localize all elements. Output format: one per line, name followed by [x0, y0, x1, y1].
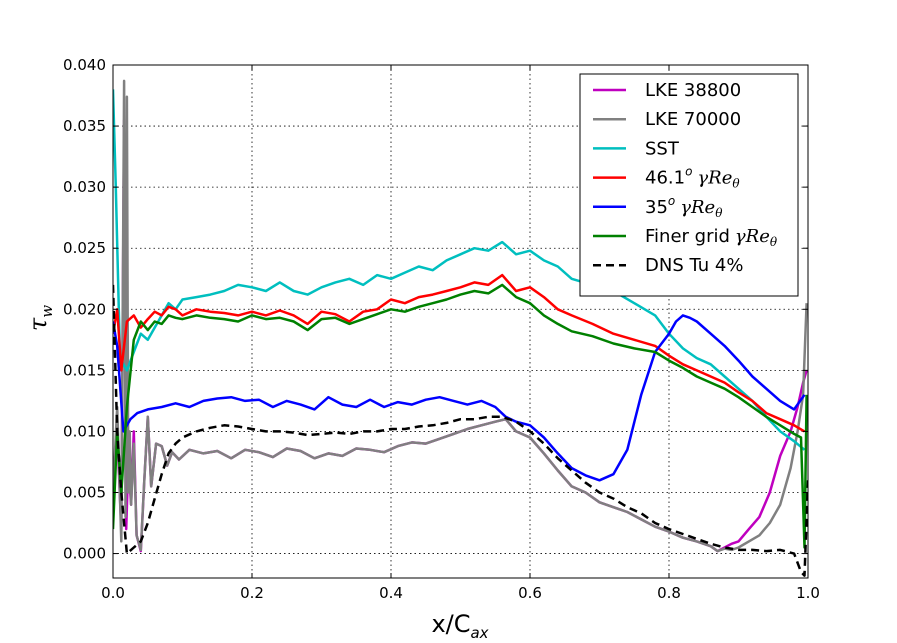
x-axis-label: x/Cax [431, 610, 488, 642]
x-tick-label: 0.4 [379, 584, 403, 602]
y-tick-label: 0.000 [63, 545, 106, 563]
legend-label-5: 35o γReθ [645, 194, 723, 220]
legend-box [579, 73, 799, 297]
y-axis-label-subscript: w [38, 305, 56, 318]
y-tick-label: 0.005 [63, 484, 106, 502]
legend-label-7: DNS Tu 4% [645, 255, 743, 276]
grid [113, 64, 808, 578]
legend-label-1: LKE 38800 [645, 80, 741, 101]
legend-label-6: Finer grid γReθ [645, 226, 778, 249]
series-group [113, 79, 808, 577]
legend-label-2: LKE 70000 [645, 109, 741, 130]
y-tick-label: 0.020 [63, 300, 106, 318]
x-tick-label: 0.0 [101, 584, 125, 602]
series-line-2 [113, 79, 808, 553]
series-line-5 [113, 314, 806, 482]
x-tick-label: 1.0 [796, 584, 820, 602]
series-line-7 [113, 284, 808, 577]
x-tick-label: 0.2 [240, 584, 264, 602]
series-line-6 [113, 283, 808, 549]
series-line-4 [113, 273, 806, 433]
y-tick-label: 0.040 [63, 56, 106, 74]
y-tick-label: 0.010 [63, 422, 106, 440]
y-tick-label: 0.035 [63, 117, 106, 135]
ticks: 0.0 0.2 0.4 0.6 0.8 1.0 0.000 0.005 0.010 0.015 0.… [63, 56, 820, 602]
x-tick-label: 0.8 [657, 584, 681, 602]
y-tick-label: 0.015 [63, 361, 106, 379]
legend-label-4: 46.1o γReθ [645, 165, 740, 191]
plot-frame [112, 64, 809, 579]
series-line-3 [113, 89, 806, 451]
legend-label-3: SST [645, 138, 680, 159]
legend: LKE 38800 LKE 70000 SST 46.1o γReθ 35o γReθ Fin… [579, 73, 799, 297]
x-axis-label-main: x/C [431, 610, 470, 638]
x-tick-label: 0.6 [518, 584, 542, 602]
y-axis-label: τw [24, 305, 56, 331]
x-axis-label-subscript: ax [470, 624, 488, 642]
y-tick-label: 0.030 [63, 178, 106, 196]
y-tick-label: 0.025 [63, 239, 106, 257]
y-axis-label-main: τ [24, 317, 52, 331]
